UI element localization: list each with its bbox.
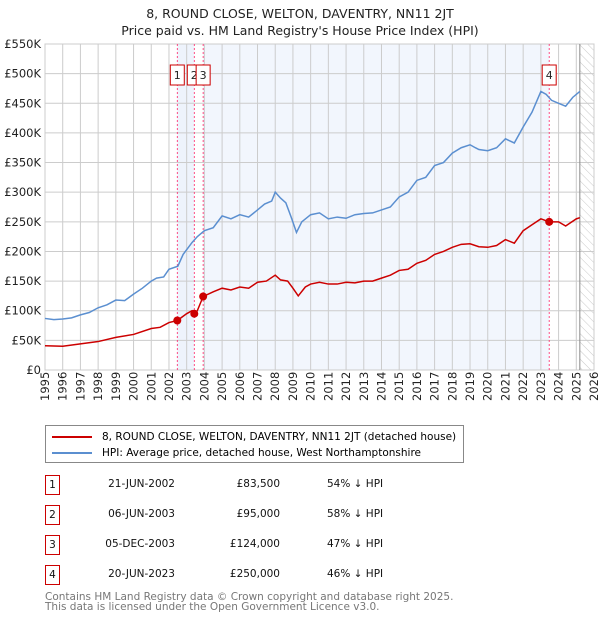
- y-tick-label: £100K: [4, 304, 41, 318]
- y-tick-label: £500K: [4, 67, 41, 81]
- sale-date: 05-DEC-2003: [105, 538, 175, 550]
- x-tick-label: 2014: [374, 372, 388, 401]
- sale-number: 4: [45, 565, 60, 585]
- legend: 8, ROUND CLOSE, WELTON, DAVENTRY, NN11 2…: [45, 425, 464, 463]
- x-tick-label: 2021: [498, 372, 512, 401]
- sale-point: [190, 309, 199, 318]
- legend-label: HPI: Average price, detached house, West…: [102, 447, 421, 459]
- y-tick-label: £300K: [4, 185, 41, 199]
- forecast-hatch: [579, 44, 594, 370]
- legend-item-hpi: HPI: Average price, detached house, West…: [46, 445, 421, 461]
- x-tick-label: 1997: [73, 372, 87, 401]
- x-tick-label: 1995: [38, 372, 52, 401]
- sale-label-text: 2: [191, 69, 198, 82]
- y-tick-label: £450K: [4, 96, 41, 110]
- sale-label-4: 4: [541, 64, 557, 86]
- x-tick-label: 2006: [233, 372, 247, 401]
- plot-area: 1995 1996 1997 1998 1999 2000 2001 2002 2003 2004…: [4, 37, 600, 401]
- sale-label-text: 3: [200, 69, 207, 82]
- x-tick-label: 2025: [569, 372, 583, 401]
- sale-label-text: 1: [174, 69, 181, 82]
- y-tick-label: £250K: [4, 215, 41, 229]
- x-tick-label: 2007: [251, 372, 265, 401]
- chart-title: 8, ROUND CLOSE, WELTON, DAVENTRY, NN11 2…: [146, 6, 454, 21]
- legend-label: 8, ROUND CLOSE, WELTON, DAVENTRY, NN11 2…: [102, 431, 457, 443]
- x-tick-label: 2001: [144, 372, 158, 401]
- sale-label-text: 4: [546, 69, 553, 82]
- sale-date: 20-JUN-2023: [108, 568, 175, 580]
- ownership-shade: [177, 44, 195, 370]
- y-tick-label: £550K: [4, 37, 41, 51]
- x-tick-label: 2023: [534, 372, 548, 401]
- x-tick-label: 2012: [339, 372, 353, 401]
- y-tick-label: £0: [26, 363, 41, 377]
- series-line: [44, 90, 581, 321]
- sale-label-box: [195, 64, 211, 86]
- footer-line-1: Contains HM Land Registry data © Crown c…: [45, 591, 454, 603]
- sale-number: 1: [45, 475, 60, 495]
- x-tick-label: 2004: [197, 372, 211, 401]
- y-tick-label: £400K: [4, 126, 41, 140]
- sale-date: 21-JUN-2002: [108, 478, 175, 490]
- x-tick-label: 2013: [357, 372, 371, 401]
- sale-point: [545, 217, 554, 226]
- x-tick-label: 2022: [516, 372, 530, 401]
- footer-line-2: This data is licensed under the Open Gov…: [45, 601, 380, 613]
- x-tick-label: 2008: [268, 372, 282, 401]
- sale-label-3: 3: [195, 64, 211, 86]
- x-tick-label: 2024: [552, 372, 566, 401]
- sale-number: 2: [45, 505, 60, 525]
- x-tick-label: 1996: [56, 372, 70, 401]
- x-tick-label: 2016: [410, 372, 424, 401]
- x-tick-label: 2017: [428, 372, 442, 401]
- x-tick-label: 2026: [587, 372, 600, 401]
- plot-border: [44, 43, 595, 371]
- series-line: [44, 216, 581, 348]
- x-tick-label: 2003: [180, 372, 194, 401]
- x-tick-label: 2011: [321, 372, 335, 401]
- sale-hpi-diff: 54% ↓ HPI: [327, 478, 384, 490]
- sale-date: 06-JUN-2003: [108, 508, 175, 520]
- x-tick-label: 2018: [445, 372, 459, 401]
- x-tick-label: 1998: [91, 372, 105, 401]
- chart-subtitle: Price paid vs. HM Land Registry's House …: [121, 23, 479, 38]
- x-tick-label: 2019: [463, 372, 477, 401]
- x-tick-label: 2020: [481, 372, 495, 401]
- sale-hpi-diff: 47% ↓ HPI: [327, 538, 384, 550]
- sale-hpi-diff: 46% ↓ HPI: [327, 568, 384, 580]
- sale-price: £95,000: [236, 508, 280, 520]
- x-tick-label: 2010: [304, 372, 318, 401]
- x-tick-label: 2000: [127, 372, 141, 401]
- sale-label-1: 1: [169, 64, 185, 86]
- sale-price: £83,500: [236, 478, 280, 490]
- sale-price: £124,000: [229, 538, 280, 550]
- legend-swatch-red: [52, 436, 92, 438]
- x-tick-label: 1999: [109, 372, 123, 401]
- legend-item-property: 8, ROUND CLOSE, WELTON, DAVENTRY, NN11 2…: [46, 429, 456, 445]
- sale-number: 3: [45, 535, 60, 555]
- sale-price: £250,000: [229, 568, 280, 580]
- sale-label-box: [169, 64, 185, 86]
- x-tick-label: 2015: [392, 372, 406, 401]
- y-tick-label: £350K: [4, 156, 41, 170]
- sale-hpi-diff: 58% ↓ HPI: [327, 508, 384, 520]
- sale-point: [173, 316, 182, 325]
- y-tick-label: £150K: [4, 274, 41, 288]
- sale-label-box: [541, 64, 557, 86]
- y-tick-label: £200K: [4, 244, 41, 258]
- ownership-shade: [203, 44, 550, 370]
- y-tick-label: £50K: [12, 333, 42, 347]
- x-tick-label: 2002: [162, 372, 176, 401]
- x-tick-label: 2009: [286, 372, 300, 401]
- sale-point: [199, 292, 208, 301]
- x-tick-label: 2005: [215, 372, 229, 401]
- legend-swatch-blue: [52, 452, 92, 454]
